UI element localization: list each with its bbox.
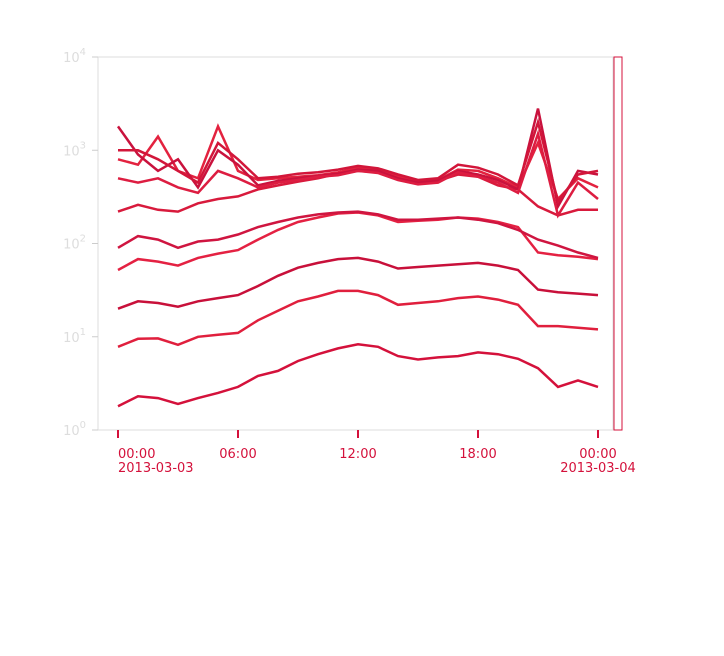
x-tick-label: 12:00 — [339, 447, 376, 462]
x-tick-date: 2013-03-03 — [118, 461, 194, 476]
y-tick-exponent: 4 — [80, 47, 86, 58]
y-tick-base: 10 — [63, 238, 80, 253]
y-tick-exponent: 0 — [80, 420, 86, 431]
y-tick-base: 10 — [63, 331, 80, 346]
series-line — [118, 117, 599, 205]
x-tick-label: 00:00 — [118, 447, 155, 462]
series-line — [117, 211, 599, 272]
x-tick-date: 2013-03-04 — [560, 461, 636, 476]
y-tick-base: 10 — [63, 144, 80, 159]
y-tick-label: 104 — [63, 47, 86, 66]
series-line — [117, 343, 599, 408]
x-tick-label: 00:00 — [579, 447, 616, 462]
y-tick-label: 102 — [63, 234, 86, 253]
y-tick-base: 10 — [63, 424, 80, 439]
y-tick-exponent: 3 — [80, 140, 86, 151]
y-tick-exponent: 2 — [80, 234, 86, 245]
series-line — [117, 256, 599, 310]
series-line — [117, 129, 599, 219]
y-tick-label: 103 — [63, 140, 86, 159]
x-tick-label: 18:00 — [459, 447, 496, 462]
y-tick-base: 10 — [63, 51, 80, 66]
y-tick-exponent: 1 — [80, 327, 86, 338]
x-tick-label: 06:00 — [219, 447, 256, 462]
y-tick-label: 100 — [63, 420, 86, 439]
right-bar — [613, 56, 623, 431]
y-tick-label: 101 — [63, 327, 86, 346]
series-line — [117, 210, 599, 260]
series-line — [117, 289, 599, 348]
